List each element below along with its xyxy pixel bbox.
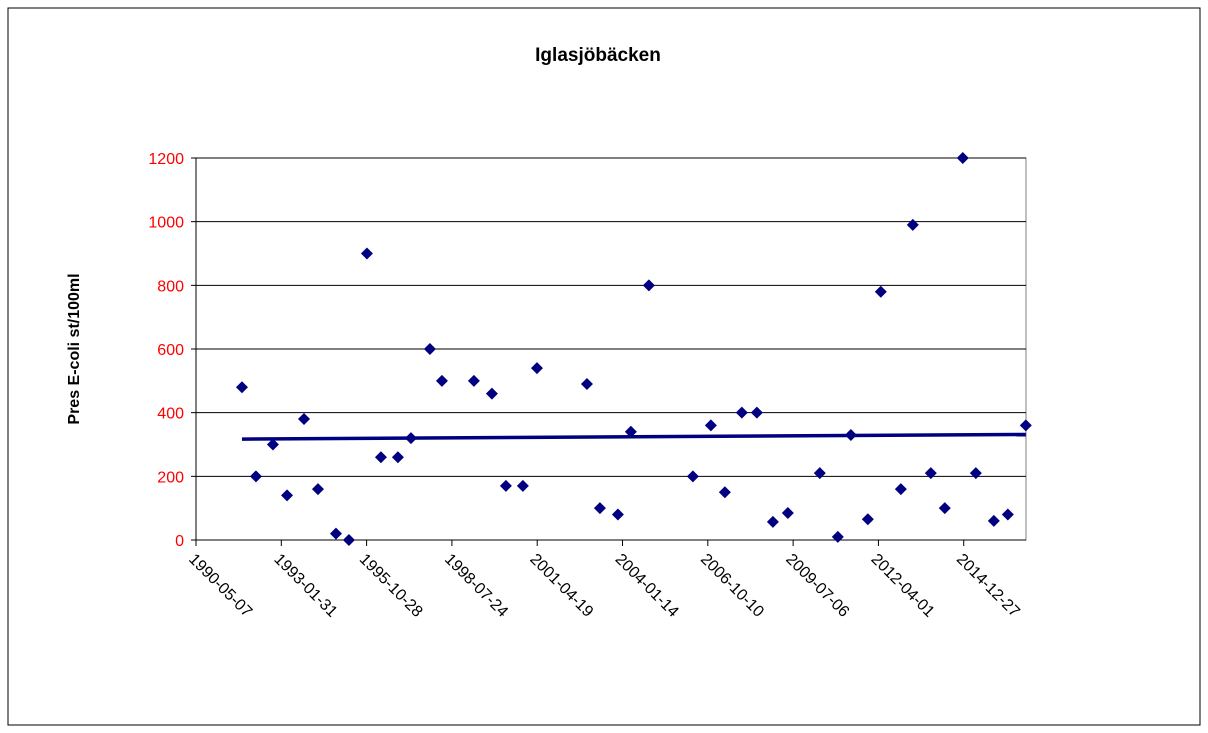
marker [530, 362, 543, 375]
marker [718, 486, 731, 499]
marker [938, 502, 951, 515]
marker [342, 534, 355, 546]
trendline [241, 432, 1026, 441]
marker [906, 218, 919, 231]
chart-title: Iglasjöbäcken [535, 45, 661, 66]
marker [281, 489, 294, 502]
y-axis-label: Pres E-coli st/100ml [66, 273, 83, 424]
marker [266, 438, 279, 451]
marker [311, 483, 324, 496]
marker [423, 343, 436, 355]
marker [516, 479, 529, 492]
marker [1001, 508, 1014, 521]
marker [1019, 419, 1032, 432]
marker [686, 470, 699, 483]
marker [249, 470, 262, 483]
marker [580, 378, 593, 391]
marker [642, 279, 655, 292]
marker [766, 515, 779, 528]
y-tick-label: 800 [157, 278, 184, 295]
marker [861, 513, 874, 526]
y-tick-label: 1200 [148, 151, 184, 168]
marker [391, 451, 404, 464]
marker [735, 406, 748, 419]
marker [956, 152, 969, 164]
y-tick-label: 1000 [148, 215, 184, 232]
marker [593, 502, 606, 515]
marker [704, 419, 717, 432]
marker [874, 285, 887, 298]
marker [750, 406, 763, 419]
marker [485, 387, 498, 400]
marker [467, 374, 480, 387]
y-tick-label: 0 [175, 533, 184, 550]
marker [894, 483, 907, 496]
marker [781, 506, 794, 519]
marker [235, 381, 248, 394]
marker [624, 425, 637, 438]
marker [499, 479, 512, 492]
marker [297, 413, 310, 426]
marker [360, 247, 373, 260]
marker [813, 467, 826, 480]
marker [611, 508, 624, 521]
marker [831, 530, 844, 543]
marker [987, 514, 1000, 527]
marker [969, 467, 982, 480]
marker [329, 527, 342, 540]
y-tick-label: 200 [157, 469, 184, 486]
marker [374, 451, 387, 464]
marker [924, 467, 937, 480]
y-tick-label: 400 [157, 406, 184, 423]
marker [435, 374, 448, 387]
y-tick-label: 600 [157, 342, 184, 359]
